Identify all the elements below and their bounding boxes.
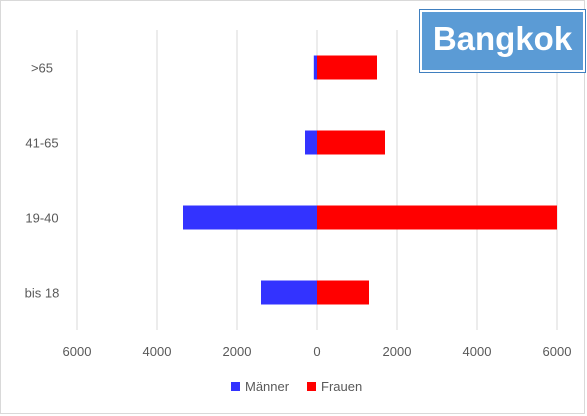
y-tick-label: bis 18	[25, 286, 60, 301]
x-tick-label: 6000	[63, 344, 92, 359]
y-tick-label: 19-40	[25, 211, 58, 226]
y-tick-label: 41-65	[25, 136, 58, 151]
x-tick-label: 2000	[383, 344, 412, 359]
title-badge: Bangkok	[419, 9, 586, 73]
legend: Männer Frauen	[231, 379, 362, 394]
bar-maenner	[313, 55, 317, 80]
y-tick-label: >65	[31, 61, 53, 76]
bar-frauen	[317, 280, 369, 305]
x-axis-tick-labels: 6000 4000 2000 0 2000 4000 6000	[63, 344, 572, 359]
gridlines	[76, 30, 558, 330]
legend-swatch	[307, 382, 316, 391]
x-tick-label: 2000	[223, 344, 252, 359]
x-tick-label: 0	[313, 344, 320, 359]
bar-maenner	[183, 205, 317, 230]
chart-title: Bangkok	[432, 20, 573, 57]
bar-maenner	[305, 130, 317, 155]
legend-label: Männer	[245, 379, 290, 394]
x-tick-label: 4000	[143, 344, 172, 359]
x-tick-label: 6000	[543, 344, 572, 359]
bar-frauen	[317, 205, 557, 230]
legend-swatch	[231, 382, 240, 391]
y-axis-tick-labels: bis 18 19-40 41-65 >65	[25, 61, 60, 301]
bars	[183, 55, 557, 305]
bar-frauen	[317, 130, 385, 155]
bar-frauen	[317, 55, 377, 80]
x-tick-label: 4000	[463, 344, 492, 359]
bar-maenner	[261, 280, 317, 305]
legend-label: Frauen	[321, 379, 362, 394]
